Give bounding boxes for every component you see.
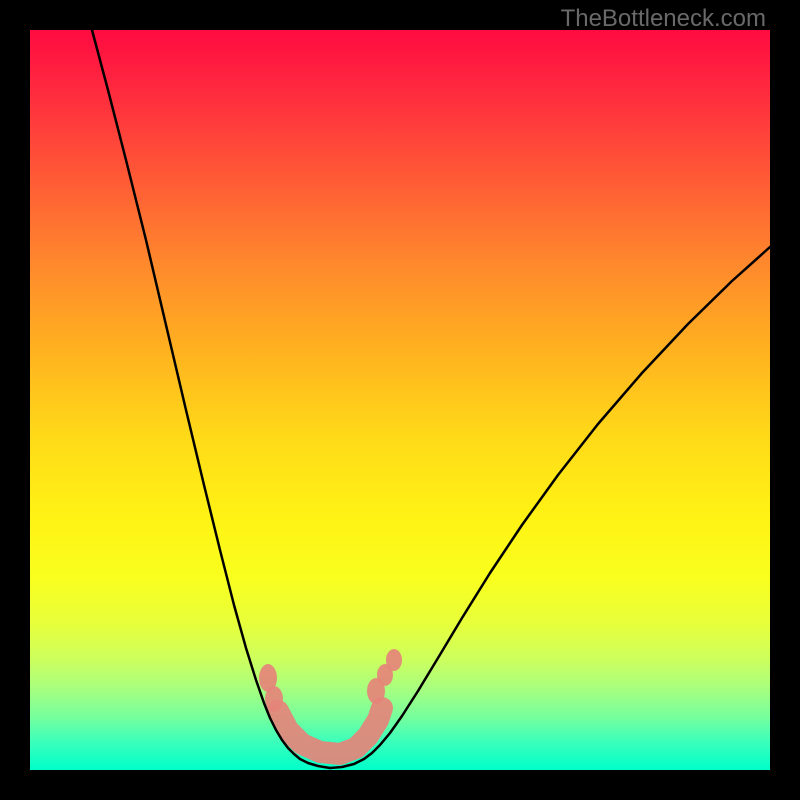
- plot-area: [30, 30, 770, 770]
- chart-svg: [30, 30, 770, 770]
- ideal-zone-marker: [386, 649, 402, 671]
- watermark-text: TheBottleneck.com: [561, 5, 766, 33]
